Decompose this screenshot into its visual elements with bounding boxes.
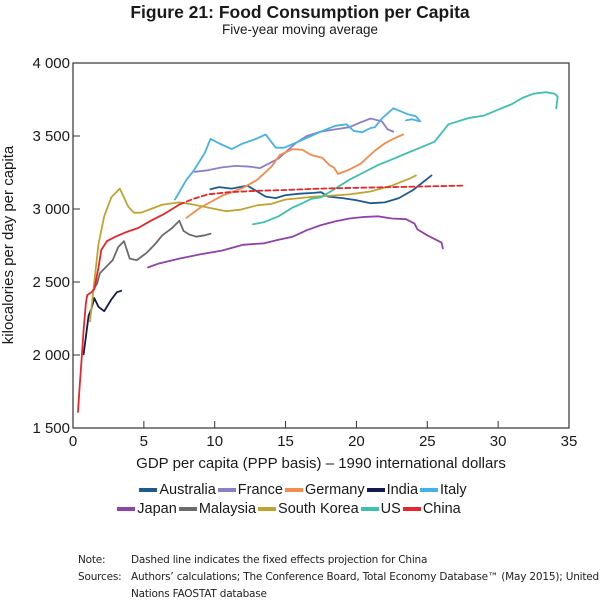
sources-text: Authors’ calculations; The Conference Bo… (131, 571, 600, 600)
y-tick-label: 3 000 (32, 201, 70, 218)
legend-swatch (217, 487, 236, 492)
legend-item: Malaysia (178, 500, 257, 517)
legend-label: US (380, 500, 401, 517)
chart-subtitle: Five-year moving average (221, 22, 379, 37)
legend-label: Australia (159, 481, 216, 498)
legend-label: South Korea (278, 500, 359, 517)
series-line-china (77, 203, 181, 413)
y-tick-label: 1 500 (32, 420, 70, 437)
legend-item: Australia (139, 481, 216, 498)
legend-label: Germany (304, 481, 365, 498)
series-line-japan (147, 215, 444, 269)
y-tick-label: 2 000 (32, 347, 70, 364)
legend-swatch (402, 506, 421, 511)
sources-row: Sources: Authors’ calculations; The Conf… (78, 569, 600, 603)
legend-swatch (284, 487, 303, 492)
chart-canvas: 0 5 10 15 20 25 30 35 1 500 2 000 2 500 3 000 3 500 4… (0, 55, 577, 472)
y-axis-title: kilocalories per day per capita (0, 145, 17, 344)
plot-frame (72, 62, 570, 429)
series-line-us (252, 91, 559, 226)
x-axis-title: GDP per capita (PPP basis) – 1990 intern… (136, 455, 506, 472)
legend-label: France (237, 481, 283, 498)
series-line-malaysia (91, 219, 212, 292)
legend-item: China (402, 500, 461, 517)
legend-row: Australia France Germany India Italy (0, 480, 600, 499)
note-key: Note: (78, 554, 106, 566)
series-line-germany (185, 133, 405, 219)
legend-item: India (366, 481, 419, 498)
series-line-south-korea (89, 174, 417, 323)
legend-swatch (420, 487, 439, 492)
x-tick-label: 5 (140, 433, 148, 450)
legend-item: Germany (284, 481, 365, 498)
note-row: Note: Dashed line indicates the fixed ef… (78, 552, 600, 569)
legend-swatch (139, 487, 158, 492)
legend-item: South Korea (258, 501, 359, 517)
legend-label: China (422, 500, 461, 517)
legend-item: France (217, 481, 283, 498)
legend-label: Italy (440, 481, 467, 498)
series-line-china-fixed-effects-projection (178, 184, 464, 206)
legend-label: Malaysia (198, 500, 257, 517)
x-tick-label: 30 (490, 433, 507, 450)
series-line-india (82, 289, 123, 356)
x-tick-label: 15 (277, 433, 294, 450)
note-text: Dashed line indicates the fixed effects … (131, 554, 428, 566)
notes-block: Note: Dashed line indicates the fixed ef… (78, 552, 600, 603)
x-tick-label: 0 (69, 433, 77, 450)
legend-item: US (360, 500, 401, 517)
y-tick-label: 3 500 (32, 128, 70, 145)
series-line-france (193, 117, 395, 173)
series-line-italy (174, 107, 422, 201)
legend-item: Japan (117, 501, 177, 517)
legend-swatch (366, 487, 385, 492)
legend-row: Japan Malaysia South Korea US China (0, 499, 600, 518)
legend-swatch (117, 506, 136, 511)
y-tick-label: 2 500 (32, 274, 70, 291)
chart-title: Figure 21: Food Consumption per Capita (130, 2, 470, 22)
x-tick-label: 20 (348, 433, 365, 450)
ticks-layer: 0 5 10 15 20 25 30 35 1 500 2 000 2 500 3 000 3 500 4… (32, 55, 577, 450)
x-tick-label: 25 (419, 433, 436, 450)
legend-label: Japan (137, 500, 177, 517)
y-tick-label: 4 000 (32, 55, 70, 72)
x-tick-label: 35 (561, 433, 578, 450)
legend-label: India (386, 481, 419, 498)
sources-key: Sources: (78, 571, 122, 583)
x-tick-label: 10 (206, 433, 223, 450)
legend-swatch (360, 506, 379, 511)
series-layer (77, 91, 559, 413)
legend-swatch (178, 506, 197, 511)
legend-item: Italy (420, 482, 467, 498)
legend-swatch (258, 506, 277, 511)
legend: Australia France Germany India Italy Japan Ma… (0, 480, 600, 518)
